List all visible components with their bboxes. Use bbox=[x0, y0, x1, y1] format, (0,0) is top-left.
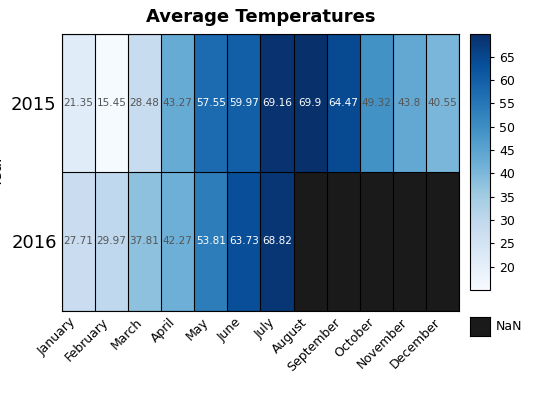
Bar bbox=[62, 172, 95, 311]
Bar bbox=[293, 34, 326, 172]
Text: 28.48: 28.48 bbox=[129, 98, 160, 108]
Text: 68.82: 68.82 bbox=[262, 236, 292, 247]
Bar bbox=[161, 34, 194, 172]
Text: 42.27: 42.27 bbox=[162, 236, 193, 247]
Bar bbox=[426, 172, 459, 311]
Bar bbox=[62, 34, 95, 172]
Y-axis label: Year: Year bbox=[0, 156, 6, 189]
Text: 63.73: 63.73 bbox=[229, 236, 259, 247]
Text: 59.97: 59.97 bbox=[229, 98, 259, 108]
Bar bbox=[194, 172, 227, 311]
Text: 40.55: 40.55 bbox=[428, 98, 458, 108]
Title: Average Temperatures: Average Temperatures bbox=[146, 8, 375, 26]
Text: 15.45: 15.45 bbox=[96, 98, 126, 108]
Text: 49.32: 49.32 bbox=[361, 98, 391, 108]
Text: 53.81: 53.81 bbox=[196, 236, 226, 247]
Bar bbox=[426, 34, 459, 172]
Text: 37.81: 37.81 bbox=[129, 236, 160, 247]
Text: 21.35: 21.35 bbox=[63, 98, 93, 108]
Text: 43.27: 43.27 bbox=[162, 98, 193, 108]
Bar bbox=[95, 172, 128, 311]
Text: 27.71: 27.71 bbox=[63, 236, 93, 247]
Bar bbox=[260, 172, 293, 311]
Text: 69.9: 69.9 bbox=[298, 98, 322, 108]
Bar bbox=[293, 172, 326, 311]
Bar bbox=[95, 34, 128, 172]
Bar bbox=[360, 172, 393, 311]
Text: 69.16: 69.16 bbox=[262, 98, 292, 108]
Bar bbox=[360, 34, 393, 172]
Bar bbox=[194, 34, 227, 172]
Text: NaN: NaN bbox=[496, 320, 522, 333]
Bar bbox=[326, 34, 360, 172]
Bar bbox=[393, 172, 426, 311]
Bar bbox=[227, 34, 260, 172]
Bar bbox=[227, 172, 260, 311]
Text: 57.55: 57.55 bbox=[196, 98, 226, 108]
Text: 64.47: 64.47 bbox=[328, 98, 358, 108]
Text: 43.8: 43.8 bbox=[398, 98, 421, 108]
Bar bbox=[161, 172, 194, 311]
Text: 29.97: 29.97 bbox=[96, 236, 126, 247]
Bar bbox=[326, 172, 360, 311]
Bar bbox=[260, 34, 293, 172]
Bar bbox=[128, 172, 161, 311]
Bar bbox=[393, 34, 426, 172]
Bar bbox=[128, 34, 161, 172]
